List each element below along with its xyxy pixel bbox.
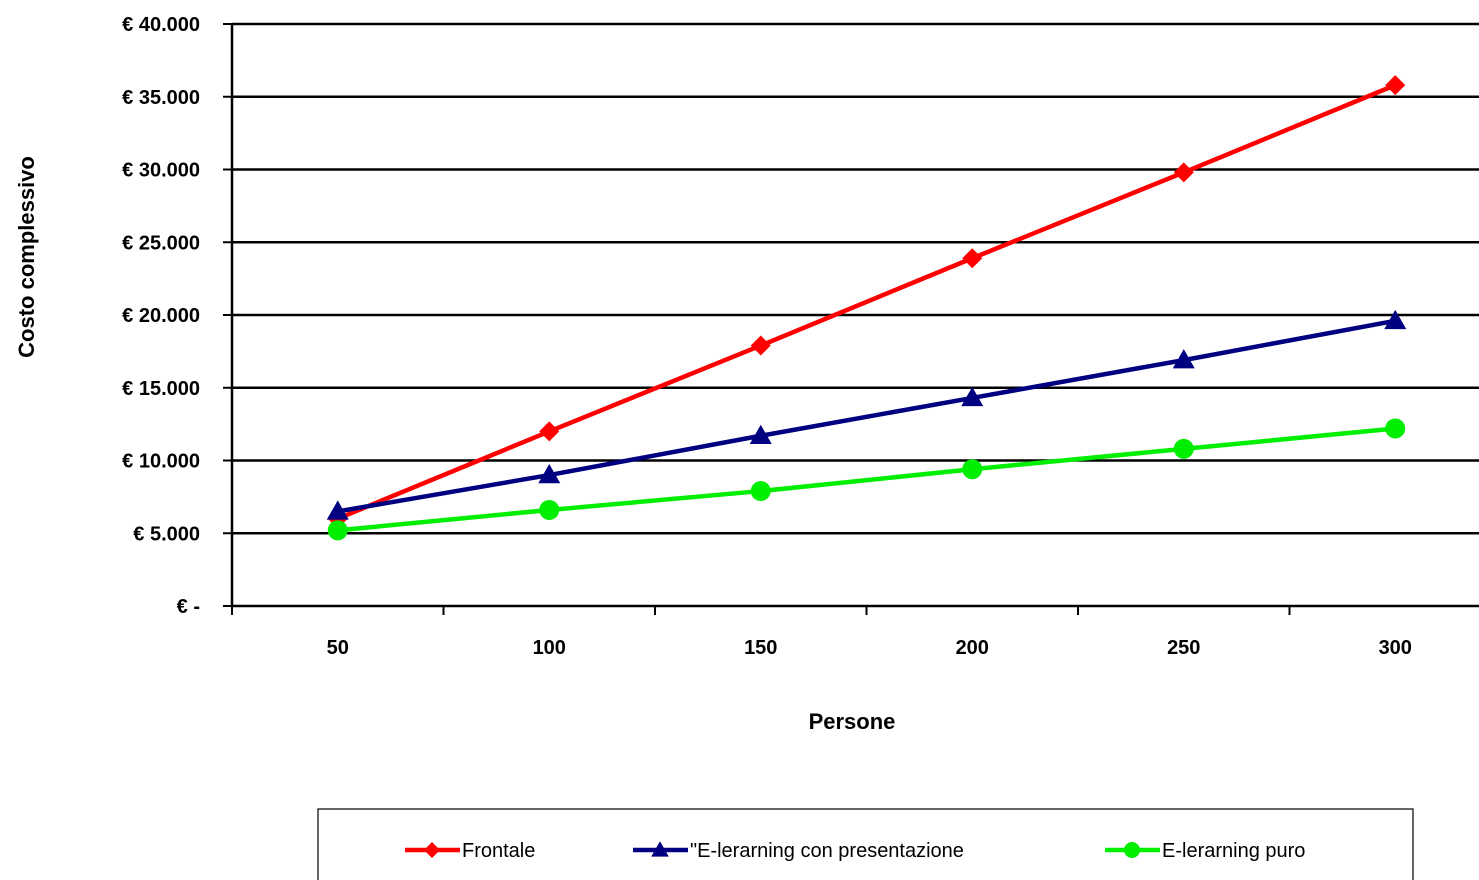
y-tick-label-30000: € 30.000 bbox=[122, 160, 200, 182]
series-3-point-100 bbox=[539, 499, 560, 520]
series-3-point-150 bbox=[750, 481, 771, 502]
series-1-point-300 bbox=[1385, 75, 1406, 96]
series-2-point-100 bbox=[538, 464, 561, 484]
series-2-line bbox=[337, 318, 1396, 514]
y-tick-label-35000: € 35.000 bbox=[122, 87, 200, 109]
y-tick-label-40000: € 40.000 bbox=[122, 14, 200, 36]
y-tick-label-5000: € 5.000 bbox=[133, 523, 200, 545]
y-tick-label-15000: € 15.000 bbox=[122, 378, 200, 400]
y-tick-label-10000: € 10.000 bbox=[122, 451, 200, 473]
series-3-point-50 bbox=[327, 520, 348, 541]
x-tick-label-50: 50 bbox=[327, 637, 349, 659]
grid-lines bbox=[232, 22, 1479, 535]
series-3-point-200 bbox=[962, 459, 983, 480]
x-tick-label-200: 200 bbox=[956, 637, 989, 659]
x-tick-label-150: 150 bbox=[744, 637, 777, 659]
x-tick-label-100: 100 bbox=[533, 637, 566, 659]
series-2-point-250 bbox=[1172, 349, 1195, 369]
series-3-line bbox=[337, 426, 1396, 533]
legend-marker-2 bbox=[651, 841, 669, 857]
series-1-point-200 bbox=[962, 248, 983, 269]
legend: Frontale "E-lerarning con presentazione E-… bbox=[317, 808, 1414, 880]
y-tick-label-25000: € 25.000 bbox=[122, 232, 200, 254]
series-2-point-200 bbox=[961, 386, 984, 407]
x-axis-ticks: 50 100 150 200 250 300 bbox=[231, 606, 1412, 659]
y-tick-label-20000: € 20.000 bbox=[122, 305, 200, 327]
legend-box bbox=[317, 808, 1414, 880]
series-2 bbox=[326, 309, 1407, 520]
series-3-point-300 bbox=[1385, 418, 1406, 439]
series-2-point-50 bbox=[326, 500, 349, 520]
series-1-point-150 bbox=[750, 335, 771, 356]
y-axis-ticks: € - € 5.000 € 10.000 € 15.000 € 20.000 € 25.0… bbox=[122, 14, 232, 618]
series-3 bbox=[327, 418, 1406, 541]
x-tick-label-300: 300 bbox=[1379, 637, 1412, 659]
legend-marker-3 bbox=[1124, 842, 1140, 858]
series-1-line bbox=[336, 83, 1397, 521]
series-2-point-300 bbox=[1384, 309, 1407, 330]
legend-label-2: "E-lerarning con presentazione bbox=[690, 840, 964, 862]
x-axis-title: Persone bbox=[809, 709, 896, 734]
legend-marker-1 bbox=[424, 842, 440, 858]
legend-label-3: E-lerarning puro bbox=[1162, 840, 1305, 862]
series-1-point-100 bbox=[539, 421, 560, 442]
y-axis-title: Costo complessivo bbox=[14, 156, 39, 358]
x-tick-label-250: 250 bbox=[1167, 637, 1200, 659]
y-tick-label-0: € - bbox=[177, 596, 200, 618]
series-2-point-150 bbox=[749, 424, 772, 445]
legend-label-1: Frontale bbox=[462, 840, 535, 862]
series-1-point-250 bbox=[1173, 162, 1194, 183]
series-group bbox=[326, 75, 1407, 541]
series-3-point-250 bbox=[1173, 438, 1194, 459]
